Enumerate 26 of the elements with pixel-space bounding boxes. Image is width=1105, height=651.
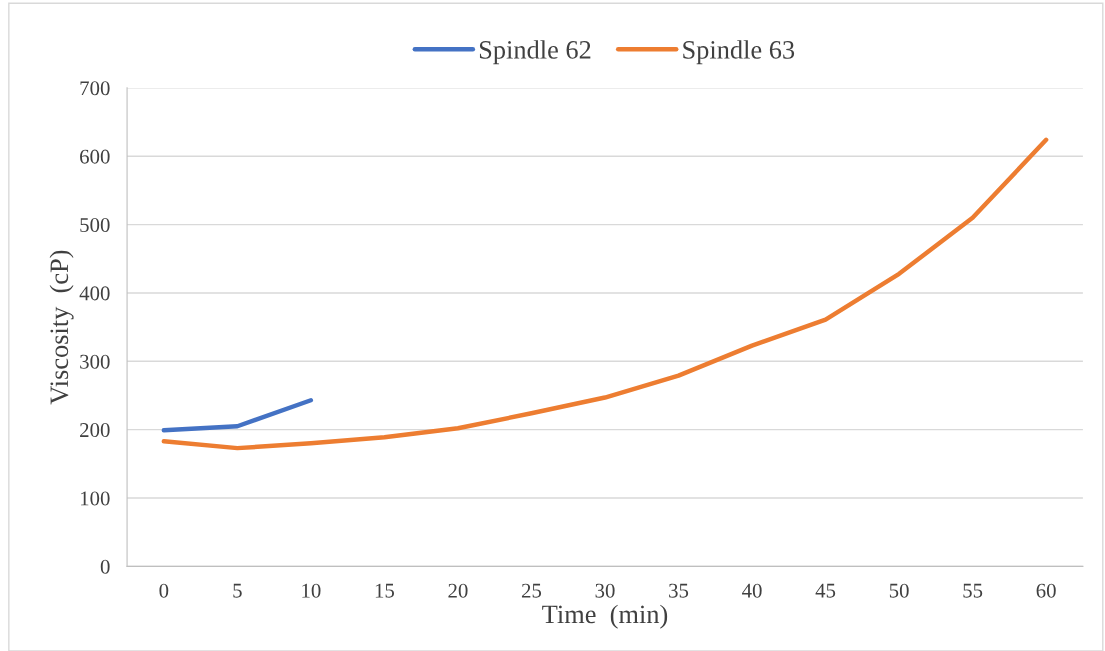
legend-label: Spindle 63: [683, 40, 795, 65]
y-tick-label: 100: [80, 491, 110, 506]
x-tick-label: 60: [1036, 583, 1056, 598]
x-tick-label: 40: [742, 583, 762, 598]
x-tick-label: 15: [375, 583, 395, 598]
y-tick-label: 500: [80, 217, 110, 233]
y-tick-label: 700: [80, 81, 110, 96]
x-tick-label: 25: [521, 583, 542, 598]
x-tick-label: 0: [159, 583, 169, 598]
y-tick-label: 300: [80, 354, 110, 369]
x-tick-label: 55: [963, 583, 983, 598]
y-axis-title: Viscosity (cP): [49, 250, 74, 405]
x-tick-label: 5: [233, 583, 242, 598]
x-tick-label: 20: [448, 583, 468, 598]
x-axis-title: Time (min): [542, 604, 668, 629]
line-series: [161, 137, 1049, 451]
x-tick-label: 50: [889, 583, 909, 598]
y-tick-label: 200: [80, 423, 110, 438]
y-tick-label: 600: [80, 149, 110, 164]
y-tick-label: 400: [79, 286, 110, 301]
x-tick-label: 10: [302, 583, 321, 598]
y-tick-label: 0: [100, 559, 110, 574]
legend-label: Spindle 62: [479, 40, 591, 65]
x-tick-label: 30: [595, 583, 615, 598]
x-tick-label: 35: [669, 583, 689, 598]
x-tick-label: 45: [815, 583, 836, 598]
